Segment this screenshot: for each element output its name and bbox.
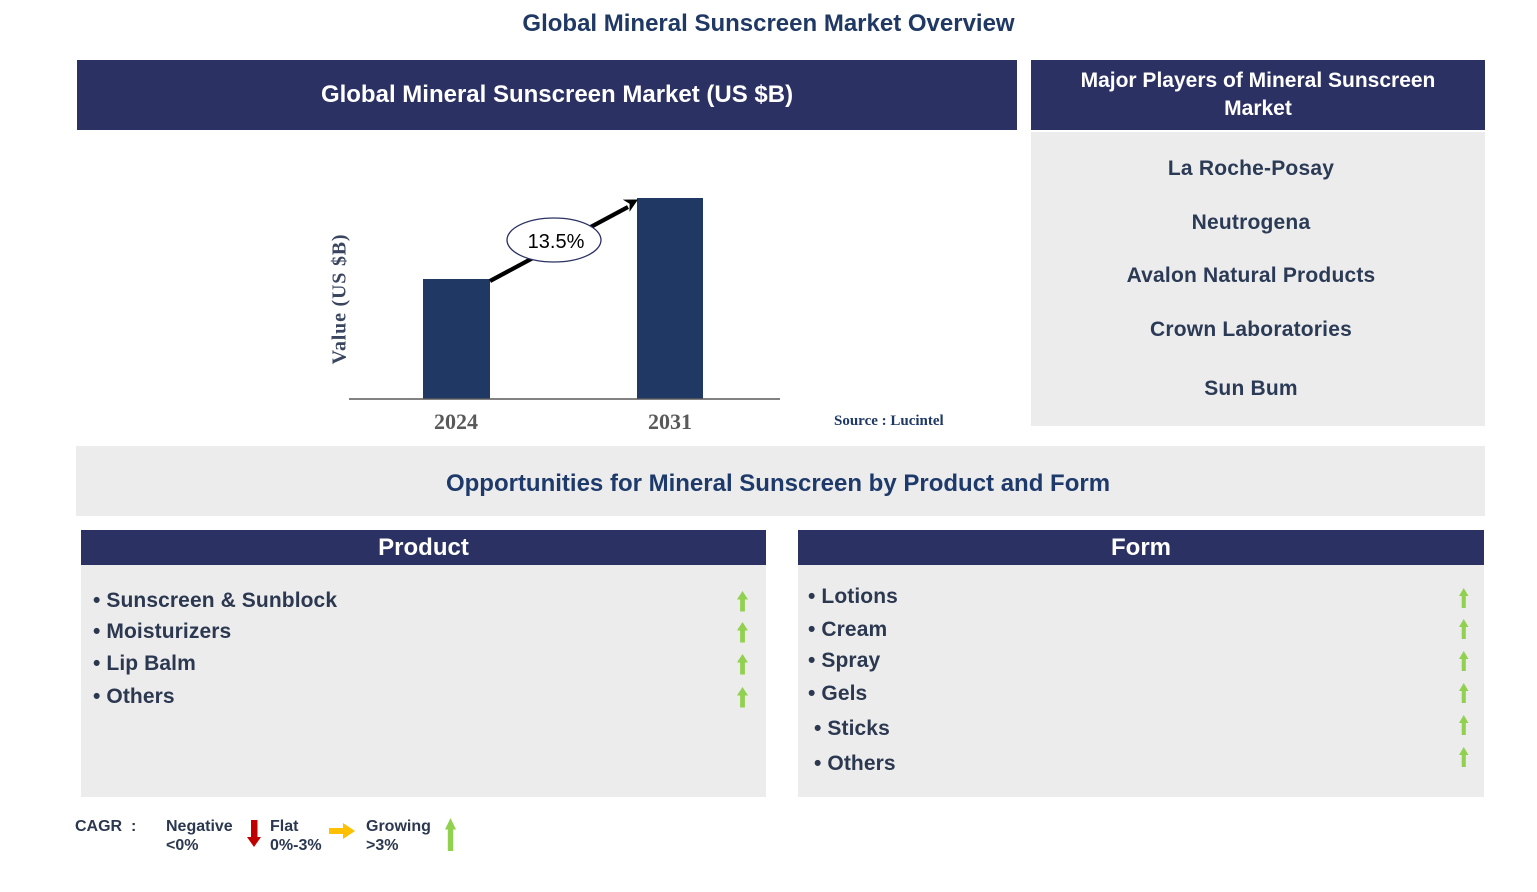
svg-text:Value (US $B): Value (US $B) — [329, 234, 351, 365]
svg-text:2031: 2031 — [648, 409, 692, 434]
svg-text:13.5%: 13.5% — [528, 231, 585, 253]
svg-text:2024: 2024 — [434, 409, 478, 434]
